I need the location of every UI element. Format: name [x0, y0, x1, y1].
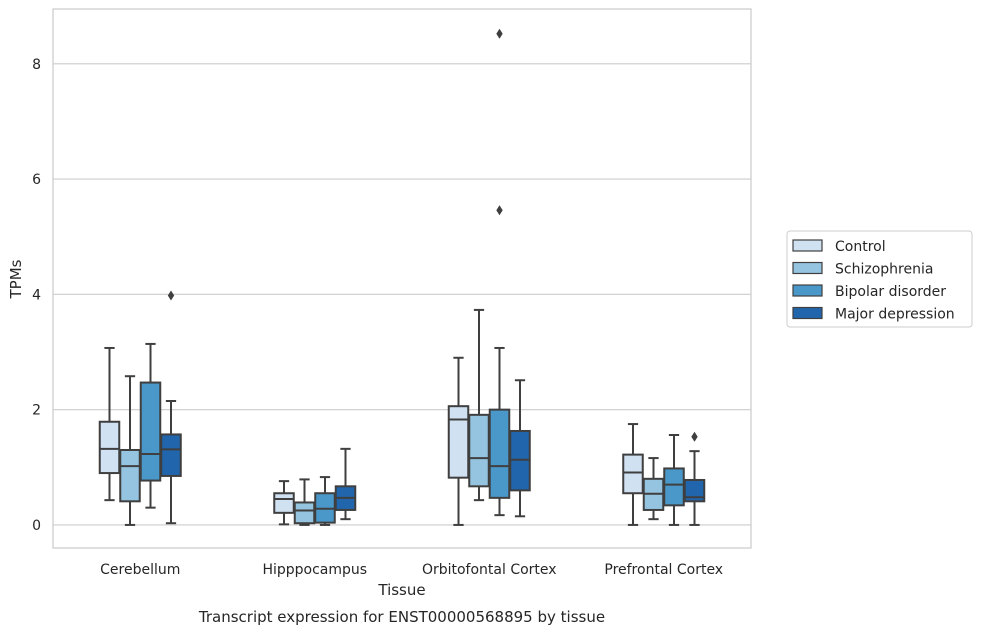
box-body: [293, 501, 316, 525]
box-3-2: [663, 434, 685, 526]
box-body: [447, 405, 470, 479]
box-1-3: [334, 447, 357, 521]
box-body: [98, 420, 121, 475]
outlier-point-1: [496, 28, 503, 39]
y-tick-label-8: 8: [32, 57, 41, 73]
x-tick-label-0: Cerebellum: [100, 562, 180, 578]
legend-swatch: [792, 261, 823, 275]
box-plot-area: [98, 28, 706, 526]
box-body: [683, 478, 706, 503]
box-body: [622, 453, 644, 495]
legend-label: Bipolar disorder: [835, 284, 946, 300]
x-tick-label-3: Prefrontal Cortex: [604, 562, 723, 578]
legend-label: Major depression: [835, 307, 955, 323]
legend-swatch: [792, 284, 823, 297]
box-body: [160, 433, 182, 477]
outlier-point-0: [691, 431, 698, 442]
legend-swatch: [792, 306, 823, 320]
box-0-3: [160, 290, 182, 525]
x-tick-label-1: Hipppocampus: [262, 562, 367, 578]
legend: Control Schizophrenia Bipolar disorder Majo…: [786, 230, 973, 328]
legend-swatch: [792, 239, 823, 252]
box-0-0: [98, 346, 121, 502]
y-tick-label-4: 4: [32, 287, 41, 303]
box-3-1: [642, 457, 665, 521]
legend-item-1: Schizophrenia: [792, 261, 933, 278]
y-tick-label-6: 6: [32, 172, 41, 188]
box-body: [139, 381, 162, 482]
box-2-2: [488, 28, 511, 517]
box-1-2: [314, 476, 336, 526]
box-body: [488, 408, 511, 499]
outlier-point-0: [496, 205, 503, 216]
box-1-0: [273, 480, 295, 526]
legend-label: Schizophrenia: [835, 262, 933, 278]
x-tick-label-2: Orbitofontal Cortex: [422, 562, 557, 578]
y-axis-label: TPMs: [7, 259, 25, 299]
box-3-0: [622, 423, 644, 526]
x-axis-label: Tissue: [377, 581, 425, 599]
legend-frame: [786, 230, 973, 328]
legend-item-0: Control: [792, 239, 886, 255]
box-body: [273, 492, 295, 514]
outlier-point-0: [167, 290, 175, 301]
legend-item-2: Bipolar disorder: [792, 284, 946, 300]
y-axis-ticks: 0 2 4 6 8: [32, 57, 41, 534]
box-2-3: [509, 379, 531, 518]
y-tick-label-0: 0: [32, 518, 41, 534]
chart-caption: Transcript expression for ENST0000056889…: [198, 608, 605, 626]
box-0-2: [139, 342, 162, 509]
y-tick-label-2: 2: [32, 403, 41, 419]
legend-label: Control: [835, 239, 886, 255]
box-2-1: [468, 308, 490, 502]
box-0-1: [119, 375, 141, 526]
box-1-1: [293, 478, 316, 526]
legend-item-3: Major depression: [792, 306, 955, 323]
box-body: [663, 467, 685, 507]
plot-frame: [52, 8, 752, 549]
x-axis-ticks: Cerebellum Hipppocampus Orbitofontal Corte…: [100, 562, 723, 578]
box-3-3: [683, 431, 706, 526]
box-2-0: [447, 356, 470, 526]
box-body: [119, 449, 141, 503]
box-body: [468, 413, 490, 488]
